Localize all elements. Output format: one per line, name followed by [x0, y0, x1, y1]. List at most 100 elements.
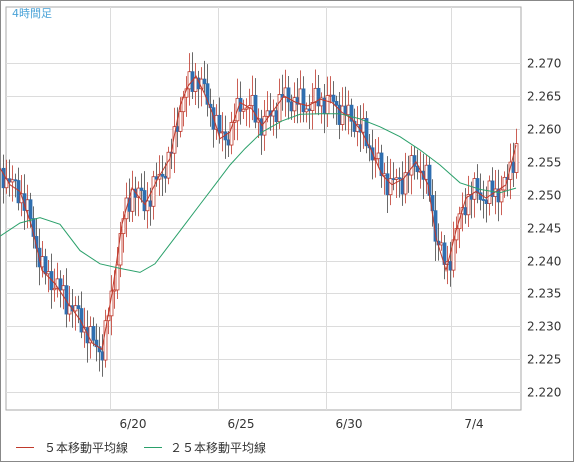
x-tick-label: 6/20: [120, 417, 147, 431]
legend-label-ma5: ５本移動平均線: [44, 440, 128, 455]
candle-body: [163, 175, 168, 179]
candle-body: [502, 176, 507, 191]
candle-body: [307, 108, 312, 111]
candle-body: [73, 305, 78, 312]
chart-title: 4時間足: [12, 7, 52, 20]
candle-body: [325, 95, 330, 115]
y-tick-label: 2.225: [527, 353, 561, 367]
candle-body: [61, 285, 66, 291]
candle-body: [148, 200, 153, 207]
candle-body: [277, 94, 282, 123]
candle-body: [187, 71, 192, 90]
candle-body: [175, 126, 180, 132]
candle-body: [220, 131, 225, 134]
candle-body: [478, 192, 483, 200]
candle-body: [379, 152, 384, 177]
candle-body: [112, 289, 117, 292]
candle-body: [424, 164, 429, 180]
candle-body: [64, 285, 69, 315]
candle-body: [364, 118, 369, 147]
candle-body: [226, 139, 231, 146]
candle-body: [274, 110, 279, 123]
candle-body: [466, 194, 471, 216]
candle-body: [241, 108, 246, 112]
y-tick-label: 2.270: [527, 57, 561, 71]
candle-body: [397, 177, 402, 180]
candle-body: [232, 120, 237, 123]
candle-body: [46, 271, 51, 275]
candle-body: [499, 189, 504, 203]
candle-body: [313, 87, 318, 103]
candle-body: [253, 94, 258, 123]
candle-body: [310, 102, 315, 111]
candle-body: [10, 179, 15, 183]
candle-body: [316, 87, 321, 107]
legend: ５本移動平均線 ２５本移動平均線: [16, 440, 266, 455]
candle-body: [385, 173, 390, 196]
y-tick-label: 2.240: [527, 255, 561, 269]
candle-body: [28, 199, 33, 219]
candle-body: [52, 287, 57, 291]
candle-body: [262, 115, 267, 136]
legend-label-ma25: ２５本移動平均線: [170, 440, 266, 455]
candle-body: [202, 78, 207, 85]
candle-body: [136, 187, 141, 198]
candle-body: [394, 177, 399, 180]
candle-body: [76, 305, 81, 309]
y-tick-label: 2.260: [527, 123, 561, 137]
y-tick-label: 2.235: [527, 287, 561, 301]
candle-body: [514, 143, 519, 173]
candle-body: [301, 88, 306, 113]
candle-body: [382, 173, 387, 177]
candle-body: [391, 178, 396, 181]
candle-body: [334, 101, 339, 106]
candle-body: [250, 94, 255, 107]
candle-body: [475, 178, 480, 194]
candle-body: [40, 256, 45, 268]
candle-body: [172, 126, 177, 154]
candle-body: [13, 179, 18, 182]
candle-body: [139, 187, 144, 191]
candle-body: [487, 180, 492, 205]
candle-body: [340, 105, 345, 125]
candle-body: [115, 264, 120, 291]
candle-body: [304, 108, 309, 113]
candle-body: [229, 122, 234, 146]
candle-body: [343, 105, 348, 116]
candle-body: [472, 178, 477, 200]
candle-body: [298, 88, 303, 105]
candle-body: [376, 152, 381, 160]
candle-body: [286, 87, 291, 103]
candle-body: [463, 207, 468, 216]
candle-body: [160, 173, 165, 177]
candle-body: [409, 155, 414, 176]
candle-body: [265, 110, 270, 117]
plot-area: [5, 6, 522, 411]
candle-body: [91, 326, 96, 341]
candle-body: [193, 77, 198, 92]
candle-body: [457, 213, 462, 230]
x-tick-label: 6/30: [336, 417, 363, 431]
y-tick-label: 2.245: [527, 222, 561, 236]
candle-body: [439, 242, 444, 246]
candle-body: [178, 111, 183, 132]
candle-body: [349, 104, 354, 122]
candle-body: [346, 104, 351, 116]
candle-body: [448, 261, 453, 271]
y-tick-label: 2.220: [527, 386, 561, 400]
y-tick-label: 2.250: [527, 189, 561, 203]
candle-body: [481, 199, 486, 201]
x-tick-label: 6/25: [228, 417, 255, 431]
y-tick-label: 2.255: [527, 156, 561, 170]
candle-body: [415, 165, 420, 173]
candle-body: [388, 178, 393, 196]
candle-body: [328, 94, 333, 97]
candle-body: [58, 278, 63, 291]
candle-body: [151, 176, 156, 207]
candle-body: [331, 94, 336, 102]
candle-body: [484, 199, 489, 205]
candle-body: [403, 172, 408, 195]
candle-body: [292, 97, 297, 112]
